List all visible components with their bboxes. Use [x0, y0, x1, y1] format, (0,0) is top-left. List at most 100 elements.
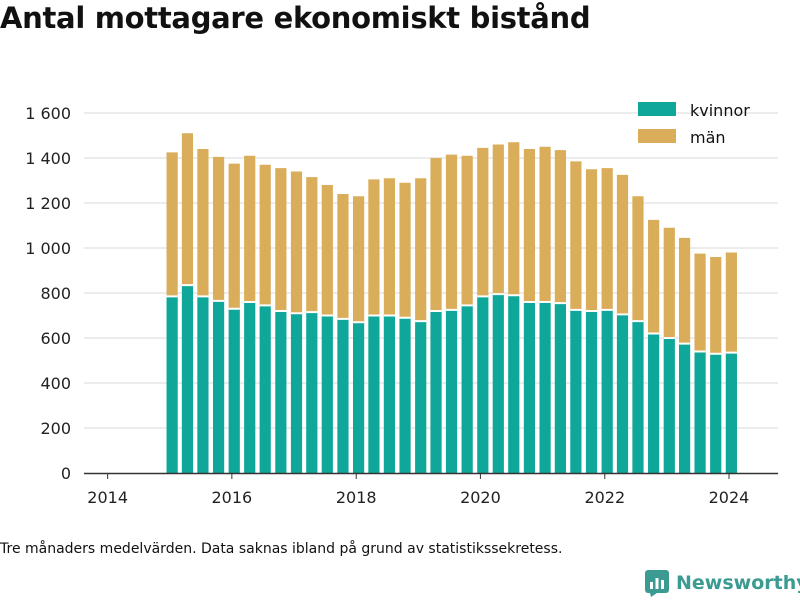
- x-tick-label: 2016: [211, 488, 252, 507]
- bar-man: [228, 163, 240, 309]
- bar-man: [181, 133, 194, 286]
- bar-man: [710, 257, 722, 354]
- bar-kvinnor: [539, 302, 551, 473]
- bar-kvinnor: [259, 305, 271, 473]
- bar-man: [259, 164, 271, 306]
- bar-kvinnor: [523, 302, 536, 473]
- bar-kvinnor: [554, 303, 566, 473]
- y-tick-label: 800: [40, 284, 71, 303]
- bar-kvinnor: [477, 296, 489, 473]
- bar-man: [554, 150, 566, 304]
- bar-kvinnor: [321, 315, 333, 473]
- bar-kvinnor: [197, 296, 209, 473]
- bar-kvinnor: [415, 321, 427, 473]
- y-tick-label: 1 400: [25, 149, 71, 168]
- bar-man: [337, 194, 349, 319]
- bar-kvinnor: [212, 300, 225, 473]
- bar-kvinnor: [601, 309, 613, 473]
- x-axis-ticks: 2014 2016 2018 2020 2022 2024: [87, 473, 749, 507]
- bar-man: [477, 147, 489, 297]
- y-tick-label: 1 600: [25, 104, 71, 123]
- bar-kvinnor: [616, 314, 629, 473]
- bar-kvinnor: [694, 351, 706, 473]
- bar-kvinnor: [710, 353, 722, 473]
- bar-kvinnor: [430, 311, 442, 473]
- newsworthy-logo-icon: [645, 570, 669, 597]
- legend-swatch-man: [638, 129, 676, 143]
- bar-kvinnor: [166, 296, 178, 473]
- x-tick-label: 2014: [87, 488, 128, 507]
- bar-kvinnor: [663, 338, 675, 473]
- bar-man: [663, 227, 675, 338]
- bar-man: [445, 154, 458, 310]
- bar-man: [648, 219, 660, 334]
- bar-kvinnor: [585, 311, 598, 473]
- bar-man: [368, 179, 380, 316]
- bar-man: [461, 155, 473, 306]
- bar-man: [321, 185, 333, 316]
- x-tick-label: 2022: [584, 488, 625, 507]
- bar-man: [523, 149, 536, 302]
- y-tick-label: 200: [40, 419, 71, 438]
- x-tick-label: 2020: [460, 488, 501, 507]
- bar-man: [632, 196, 644, 322]
- bar-kvinnor: [228, 308, 240, 473]
- legend-swatch-kvinnor: [638, 102, 676, 116]
- bar-kvinnor: [399, 317, 411, 473]
- legend-label-kvinnor: kvinnor: [690, 101, 750, 120]
- bar-kvinnor: [368, 315, 380, 473]
- bar-man: [570, 161, 582, 310]
- bar-man: [353, 196, 365, 323]
- bar-kvinnor: [725, 352, 737, 473]
- bar-man: [616, 174, 629, 315]
- bars: [166, 133, 737, 473]
- bar-kvinnor: [508, 295, 520, 473]
- page-title: Antal mottagare ekonomiskt bistånd: [0, 1, 591, 35]
- bar-kvinnor: [648, 333, 660, 473]
- bar-kvinnor: [445, 309, 458, 473]
- stacked-bar-chart: 0 200 400 600 800 1 000 1 200 1 400 1 600 2014 20…: [25, 101, 778, 507]
- brand-logo: Newsworthy: [644, 568, 800, 598]
- bar-man: [399, 182, 411, 318]
- bar-man: [508, 142, 520, 296]
- bar-man: [212, 156, 225, 301]
- bar-man: [678, 237, 691, 344]
- bar-man: [197, 149, 209, 297]
- bar-man: [430, 158, 442, 311]
- bar-kvinnor: [492, 294, 504, 473]
- bar-kvinnor: [383, 315, 396, 473]
- y-tick-label: 1 000: [25, 239, 71, 258]
- bar-kvinnor: [337, 318, 349, 473]
- bar-man: [275, 168, 287, 311]
- bar-kvinnor: [181, 285, 194, 473]
- bar-kvinnor: [290, 313, 303, 473]
- bar-man: [601, 168, 613, 310]
- bar-man: [492, 144, 504, 295]
- x-tick-label: 2024: [709, 488, 750, 507]
- footnote: Tre månaders medelvärden. Data saknas ib…: [0, 541, 563, 557]
- bar-man: [694, 253, 706, 352]
- bar-kvinnor: [353, 322, 365, 473]
- bar-man: [306, 177, 318, 313]
- legend-label-man: män: [690, 128, 726, 147]
- bar-kvinnor: [570, 309, 582, 473]
- bar-man: [166, 152, 178, 297]
- bar-man: [539, 146, 551, 302]
- y-tick-label: 600: [40, 329, 71, 348]
- bar-man: [725, 252, 737, 353]
- bar-kvinnor: [306, 312, 318, 473]
- bar-kvinnor: [461, 305, 473, 473]
- legend: kvinnor män: [638, 101, 750, 147]
- bar-kvinnor: [244, 302, 256, 473]
- bar-man: [383, 178, 396, 316]
- bar-man: [585, 169, 598, 311]
- bar-man: [244, 155, 256, 302]
- y-tick-label: 0: [61, 464, 71, 483]
- y-axis-ticks: 0 200 400 600 800 1 000 1 200 1 400 1 600: [25, 104, 71, 483]
- bar-kvinnor: [275, 311, 287, 473]
- bar-kvinnor: [632, 321, 644, 473]
- bar-kvinnor: [678, 343, 691, 473]
- y-tick-label: 400: [40, 374, 71, 393]
- y-tick-label: 1 200: [25, 194, 71, 213]
- bar-man: [290, 171, 303, 314]
